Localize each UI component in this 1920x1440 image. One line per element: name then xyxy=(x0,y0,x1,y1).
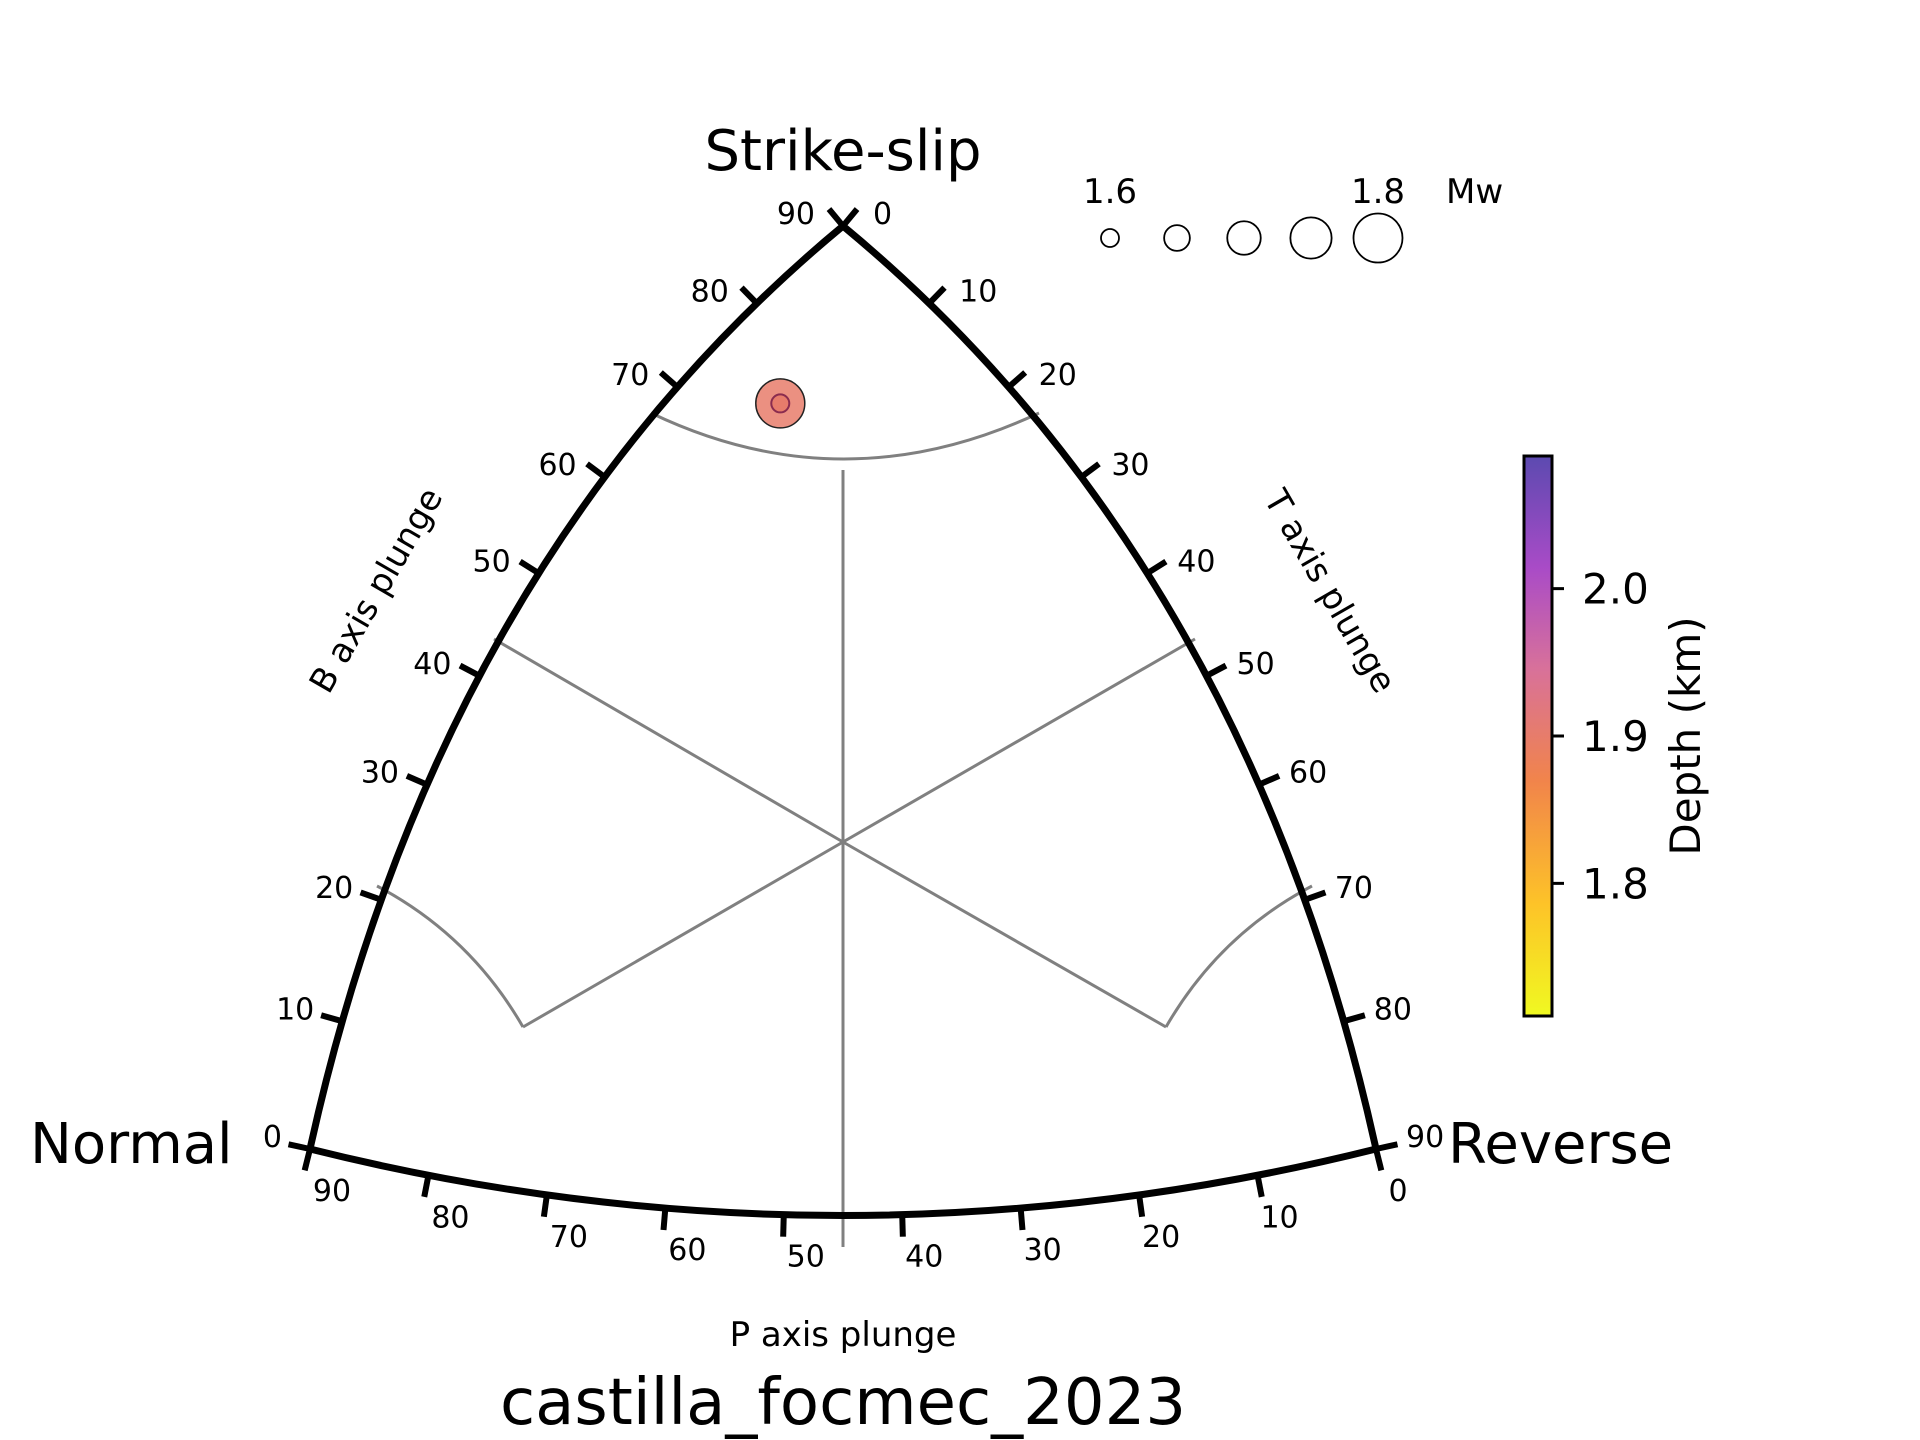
b-axis-tick xyxy=(405,773,429,788)
t-axis-tick-label: 90 xyxy=(1406,1120,1444,1155)
t-axis-tick xyxy=(1079,461,1101,480)
size-legend-label-max: 1.8 xyxy=(1351,172,1405,212)
t-axis-tick xyxy=(1342,1012,1366,1025)
vertex-label-strike-slip: Strike-slip xyxy=(704,119,981,184)
p-axis-tick-label: 60 xyxy=(668,1233,706,1268)
t-axis-tick-label: 70 xyxy=(1335,871,1373,906)
t-axis-tick xyxy=(1257,773,1281,788)
t-axis-tick xyxy=(1375,1141,1399,1152)
size-legend-circle xyxy=(1163,224,1191,252)
t-axis-tick xyxy=(1303,889,1327,903)
data-points xyxy=(755,378,806,429)
colorbar-ticks: 1.8 1.9 2.0 xyxy=(1552,565,1649,908)
colorbar-tick-label: 1.8 xyxy=(1582,859,1649,908)
p-axis-tick xyxy=(421,1174,432,1198)
t-axis-tick-label: 20 xyxy=(1039,358,1077,393)
grid-line-upper-left xyxy=(493,637,844,844)
b-axis-tick-label: 80 xyxy=(691,274,729,309)
size-legend-label-min: 1.6 xyxy=(1083,172,1137,212)
t-axis-tick-label: 50 xyxy=(1237,647,1275,682)
p-axis-tick-label: 0 xyxy=(1388,1174,1407,1209)
t-axis-tick xyxy=(840,207,860,228)
colorbar-tick-label: 1.9 xyxy=(1582,712,1649,761)
grid-arc-strike-slip xyxy=(650,411,1040,461)
size-legend-circle xyxy=(1352,212,1404,264)
p-axis-tick xyxy=(301,1148,313,1172)
data-point-center xyxy=(770,393,791,414)
grid-line-lower-right xyxy=(842,840,1167,1029)
t-axis-title: T axis plunge xyxy=(1255,482,1404,700)
size-legend-circle xyxy=(1289,216,1333,260)
b-axis-tick-label: 90 xyxy=(777,197,815,232)
frame-edge-bottom xyxy=(309,1145,1377,1219)
t-axis-tick xyxy=(1145,558,1168,576)
b-axis-tick xyxy=(518,558,541,576)
frame-edge-right xyxy=(840,223,1380,1150)
colorbar-tick-label: 2.0 xyxy=(1582,565,1649,614)
p-axis-tick-label: 90 xyxy=(313,1174,351,1209)
colorbar-title: Depth (km) xyxy=(1661,616,1710,855)
t-axis-tick-label: 10 xyxy=(959,274,997,309)
b-axis-tick-label: 10 xyxy=(276,992,314,1027)
axis-ticks: 90 80 70 60 50 40 30 20 10 0 0 10 20 30 40 50 60 70 80 90 90… xyxy=(263,197,1444,1275)
t-axis-tick-label: 30 xyxy=(1111,448,1149,483)
b-axis-tick xyxy=(320,1012,344,1025)
t-axis-tick xyxy=(1006,370,1028,390)
p-axis-tick xyxy=(780,1214,787,1237)
b-axis-tick xyxy=(739,285,759,306)
p-axis-tick xyxy=(540,1194,550,1218)
p-axis-tick-label: 70 xyxy=(550,1220,588,1255)
p-axis-tick xyxy=(899,1214,906,1237)
b-axis-tick-label: 20 xyxy=(315,871,353,906)
p-axis-tick-label: 20 xyxy=(1142,1220,1180,1255)
colorbar-gradient xyxy=(1522,454,1554,1018)
size-legend-circles xyxy=(1100,212,1404,264)
chart-title: castilla_focmec_2023 xyxy=(500,1366,1186,1440)
grid-line-lower-left xyxy=(522,840,844,1029)
b-axis-tick-label: 40 xyxy=(413,647,451,682)
b-axis-tick xyxy=(658,370,680,390)
p-axis-tick-label: 10 xyxy=(1260,1200,1298,1235)
t-axis-tick xyxy=(927,285,947,306)
frame-edge-left xyxy=(306,223,846,1150)
p-axis-tick xyxy=(660,1207,669,1231)
p-axis-tick-label: 40 xyxy=(905,1240,943,1275)
grid-arc-normal xyxy=(376,884,525,1028)
grid-lines xyxy=(376,411,1313,1247)
vertex-label-normal: Normal xyxy=(30,1112,233,1177)
p-axis-tick xyxy=(1017,1207,1026,1231)
b-axis-tick-label: 0 xyxy=(263,1120,282,1155)
size-legend-unit: Mw xyxy=(1446,172,1503,212)
grid-arc-reverse xyxy=(1164,884,1313,1028)
vertex-label-reverse: Reverse xyxy=(1448,1112,1673,1177)
t-axis-tick-label: 60 xyxy=(1289,756,1327,791)
size-legend-circle xyxy=(1100,228,1120,248)
diagram-frame xyxy=(306,223,1380,1219)
b-axis-tick xyxy=(458,662,481,679)
p-axis-tick xyxy=(1254,1174,1265,1198)
b-axis-tick xyxy=(585,461,607,480)
b-axis-tick xyxy=(287,1141,311,1152)
p-axis-tick-label: 80 xyxy=(431,1200,469,1235)
b-axis-tick xyxy=(359,889,383,903)
t-axis-tick xyxy=(1205,662,1228,679)
b-axis-tick-label: 50 xyxy=(473,544,511,579)
grid-line-upper-right xyxy=(842,637,1196,844)
depth-colorbar: 1.8 1.9 2.0 Depth (km) xyxy=(1522,454,1710,1018)
b-axis-tick xyxy=(826,207,846,228)
p-axis-title: P axis plunge xyxy=(730,1315,957,1355)
b-axis-tick-label: 60 xyxy=(538,448,576,483)
t-axis-tick-label: 40 xyxy=(1177,544,1215,579)
size-legend-circle xyxy=(1226,220,1262,256)
size-legend: 1.6 1.8 Mw xyxy=(1083,172,1503,264)
t-axis-tick-label: 0 xyxy=(873,197,892,232)
p-axis-tick xyxy=(1373,1148,1385,1172)
t-axis-tick-label: 80 xyxy=(1374,992,1412,1027)
p-axis-tick-label: 50 xyxy=(787,1240,825,1275)
p-axis-tick-label: 30 xyxy=(1024,1233,1062,1268)
b-axis-tick-label: 30 xyxy=(361,756,399,791)
p-axis-tick xyxy=(1136,1194,1146,1218)
b-axis-tick-label: 70 xyxy=(611,358,649,393)
